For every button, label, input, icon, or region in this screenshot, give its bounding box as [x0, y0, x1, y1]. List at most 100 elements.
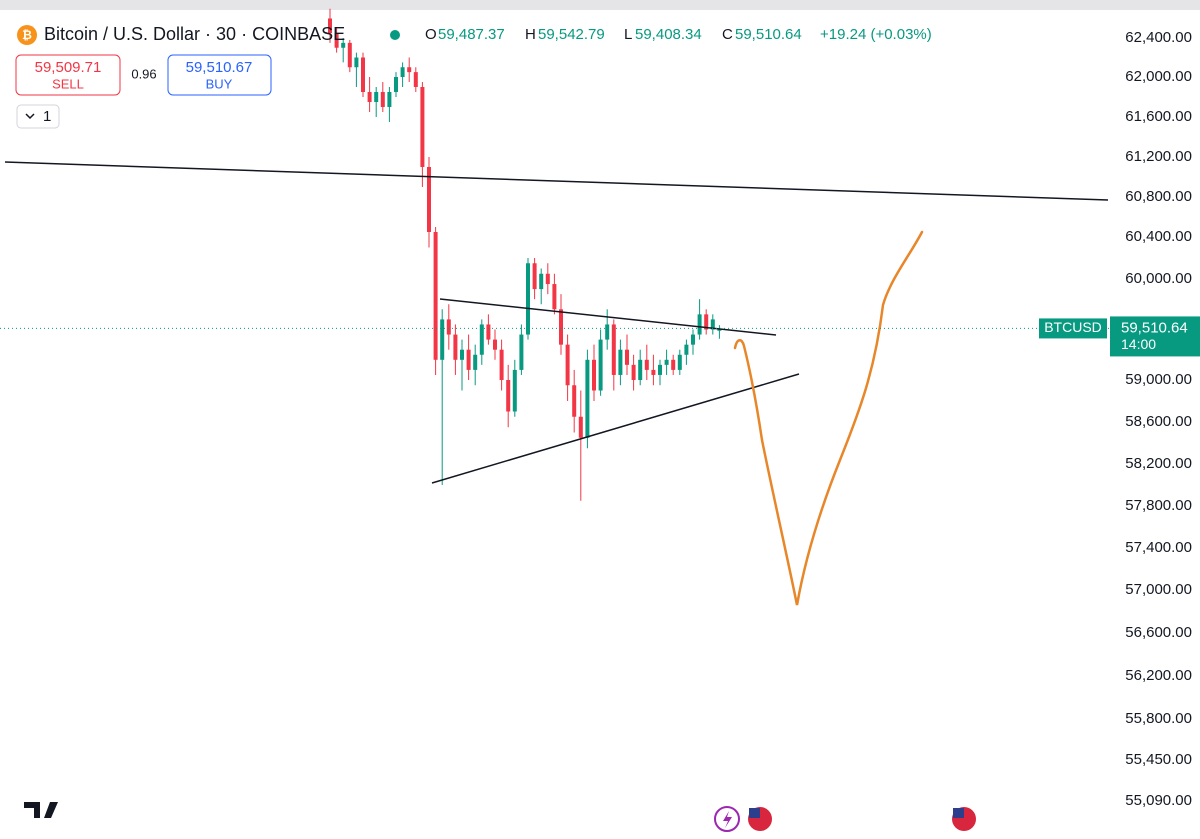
candle-body: [394, 77, 398, 92]
candle-body: [625, 349, 629, 365]
symbol-title[interactable]: Bitcoin / U.S. Dollar · 30 · COINBASE: [44, 24, 345, 44]
candle-body: [387, 92, 392, 107]
spread: 0.96: [131, 66, 156, 81]
close-value: 59,510.64: [735, 26, 802, 43]
candle-body: [466, 349, 471, 370]
price-tick-label: 61,200.00: [1125, 148, 1192, 165]
candle-body: [460, 349, 464, 360]
close-key: C: [722, 26, 733, 43]
high-value: 59,542.79: [538, 26, 605, 43]
top-bar: [0, 0, 1200, 10]
market-status: [390, 30, 400, 40]
quantity-chevron: [25, 113, 35, 120]
last-price-tag: [1110, 316, 1200, 357]
candle-body: [479, 324, 484, 355]
candle-body: [440, 319, 445, 360]
low-value: 59,408.34: [635, 26, 702, 43]
change-value: +19.24 (+0.03%): [820, 26, 932, 43]
candle-body: [651, 369, 656, 375]
candle-body: [658, 364, 662, 375]
candle-body: [361, 57, 365, 92]
candle-body: [380, 92, 385, 107]
countdown: 14:00: [1121, 336, 1156, 352]
trend-line: [4, 161, 1109, 201]
candle-body: [407, 67, 412, 73]
candle-body: [374, 92, 379, 102]
candle-body: [354, 57, 359, 68]
btc-icon-glyph: ₿: [22, 28, 32, 42]
price-tick-label: 55,090.00: [1125, 792, 1192, 809]
sell-label: SELL: [52, 76, 84, 91]
candle-body: [552, 284, 557, 310]
candle-body: [598, 339, 603, 391]
us-flag-canton: [749, 808, 760, 818]
tv-logo[interactable]: [24, 802, 58, 818]
candle-body: [453, 334, 458, 360]
plot: [328, 8, 722, 501]
low-key: L: [624, 26, 632, 43]
quantity-box[interactable]: [16, 104, 60, 129]
last-price-label: 59,510.64: [1121, 319, 1188, 336]
candle-body: [334, 33, 339, 48]
candle-body: [506, 380, 511, 412]
candle-body: [532, 263, 537, 290]
candle-body: [545, 273, 550, 285]
price-tick-label: 58,200.00: [1125, 455, 1192, 472]
sell-button[interactable]: [15, 54, 121, 96]
price-tick-label: 60,400.00: [1125, 228, 1192, 245]
candle-body: [710, 319, 715, 330]
triangle-upper: [439, 298, 777, 336]
sell-price: 59,509.71: [35, 59, 102, 76]
candle-body: [704, 314, 709, 330]
price-tick-label: 60,800.00: [1125, 188, 1192, 205]
price-tick-label: 62,000.00: [1125, 68, 1192, 85]
candle-body: [691, 334, 695, 345]
price-tick-label: 55,450.00: [1125, 751, 1192, 768]
candle-body: [585, 359, 590, 438]
candle-body: [499, 349, 504, 380]
candle-body: [631, 364, 636, 380]
candle-body: [526, 263, 530, 335]
price-tick-label: 57,000.00: [1125, 581, 1192, 598]
buy-label: BUY: [206, 76, 233, 91]
buy-button[interactable]: [167, 54, 272, 96]
price-tick-label: 55,800.00: [1125, 710, 1192, 727]
candle-body: [539, 273, 544, 290]
price-tick-label: 57,800.00: [1125, 497, 1192, 514]
projection-drawing: [733, 230, 924, 606]
candle-body: [605, 324, 610, 340]
candle-body: [433, 232, 438, 360]
candle-body: [519, 334, 524, 370]
price-tick-label: 58,600.00: [1125, 413, 1192, 430]
candle-body: [565, 344, 570, 386]
candle-body: [697, 314, 702, 335]
candle-body: [618, 349, 623, 375]
candle-body: [473, 354, 478, 370]
price-tick-label: 56,600.00: [1125, 624, 1192, 641]
candle-body: [592, 359, 596, 391]
candle-body: [486, 324, 491, 340]
candle-body: [611, 324, 616, 375]
candle-body: [671, 359, 676, 370]
quantity: 1: [43, 108, 51, 125]
candle-body: [684, 344, 689, 355]
triangle-lower: [431, 373, 800, 484]
btc-icon: [17, 25, 37, 45]
candle-body: [367, 92, 372, 102]
candle-body: [446, 319, 451, 335]
price-tick-label: 61,600.00: [1125, 108, 1192, 125]
candle-body: [677, 354, 682, 370]
price-tick-label: 56,200.00: [1125, 667, 1192, 684]
candle-body: [427, 167, 431, 232]
open-value: 59,487.37: [438, 26, 505, 43]
candle-body: [559, 309, 563, 345]
price-tick-label: 60,000.00: [1125, 270, 1192, 287]
candle-body: [644, 359, 649, 370]
symbol-tag-text: BTCUSD: [1044, 319, 1102, 335]
candle-body: [578, 416, 583, 438]
open-key: O: [425, 26, 437, 43]
candle-body: [638, 359, 643, 380]
candle-body: [664, 359, 669, 365]
events-bolt: [723, 811, 732, 828]
